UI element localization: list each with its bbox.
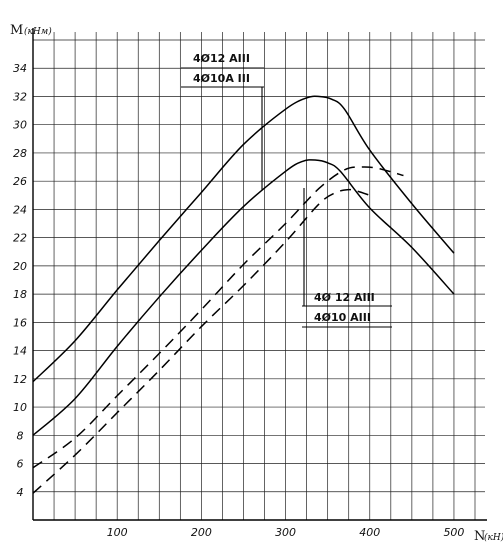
x-tick-label: 300	[275, 526, 296, 539]
y-tick-label: 8	[17, 429, 24, 442]
y-tick-label: 12	[13, 373, 27, 386]
chart-series	[32, 95, 455, 494]
y-axis-unit: (кНм)	[24, 26, 52, 37]
y-tick-label: 4	[17, 486, 24, 499]
x-axis-title: N	[474, 529, 485, 544]
y-tick-label: 6	[17, 458, 24, 471]
legend-solid-label-top: 4Ø12 AIII	[193, 52, 250, 65]
x-tick-label: 100	[107, 526, 128, 539]
y-tick-label: 10	[13, 401, 27, 414]
legend-solid-curves: 4Ø12 AIII 4Ø10A III	[181, 52, 264, 190]
y-tick-label: 14	[13, 345, 27, 358]
y-tick-label: 22	[13, 232, 27, 245]
y-tick-label: 30	[13, 119, 27, 132]
y-tick-label: 18	[13, 288, 27, 301]
chart-axes: M (кНм) N(кН)	[10, 23, 503, 544]
series-line-1-solid	[32, 95, 455, 383]
chart-tick-labels: 4 6 8 10 12 14 16 18 20 22 24 26 28 30 32 34 100 200 300 40…	[13, 62, 464, 539]
y-tick-label: 34	[13, 62, 27, 75]
series-line-2-solid	[32, 159, 455, 436]
legend-dashed-label-top: 4Ø 12 AIII	[314, 291, 375, 304]
x-tick-label: 200	[191, 526, 212, 539]
x-axis-unit: (кН)	[484, 532, 503, 543]
y-tick-label: 16	[13, 316, 27, 329]
series-line-4-dashed	[32, 188, 370, 494]
legend-dashed-curves: 4Ø 12 AIII 4Ø10 AIII	[302, 188, 392, 328]
chart-grid	[33, 32, 485, 520]
y-tick-label: 26	[13, 175, 27, 188]
legend-solid-label-bottom: 4Ø10A III	[193, 72, 250, 85]
y-tick-label: 28	[13, 147, 27, 160]
series-line-3-dashed	[32, 166, 404, 469]
y-axis-title: M	[10, 23, 23, 38]
x-tick-label: 500	[443, 526, 464, 539]
y-tick-label: 32	[13, 90, 27, 103]
legend-dashed-label-bottom: 4Ø10 AIII	[314, 311, 371, 324]
y-tick-label: 24	[13, 203, 27, 216]
y-tick-label: 20	[13, 260, 27, 273]
x-tick-label: 400	[359, 526, 380, 539]
